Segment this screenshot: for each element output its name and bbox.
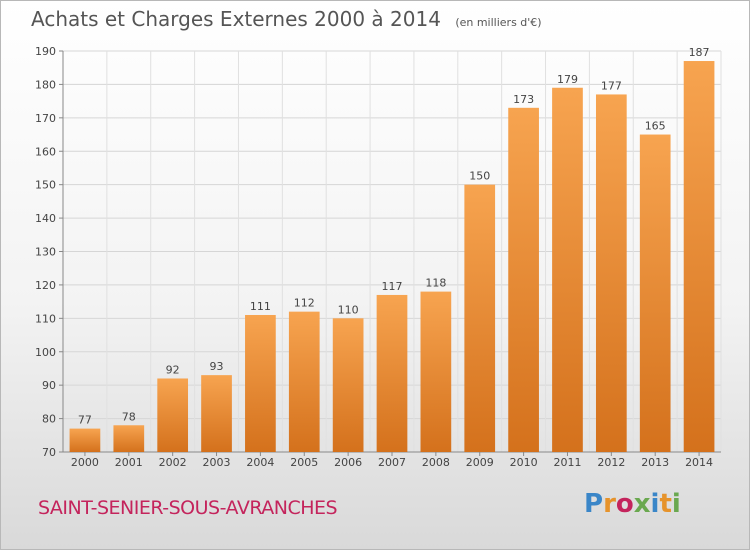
bar	[420, 291, 452, 452]
y-tick-label: 130	[35, 246, 56, 259]
bar	[69, 428, 101, 452]
y-tick-label: 160	[35, 145, 56, 158]
bar-value-label: 78	[122, 410, 136, 423]
bar	[683, 61, 715, 453]
logo-letter: x	[633, 489, 651, 519]
y-tick-label: 100	[35, 346, 56, 359]
logo-letter: o	[615, 489, 634, 519]
x-tick-label: 2001	[115, 456, 143, 469]
bar-value-label: 112	[294, 297, 315, 310]
bar	[245, 314, 276, 452]
y-tick-label: 110	[35, 312, 56, 325]
y-tick-label: 90	[42, 379, 56, 392]
x-tick-label: 2013	[641, 456, 669, 469]
bar	[508, 107, 539, 452]
logo-letter: i	[650, 489, 660, 519]
proxiti-logo[interactable]: Proxiti	[584, 489, 681, 519]
x-tick-label: 2009	[466, 456, 494, 469]
bar	[376, 294, 408, 452]
x-tick-label: 2007	[378, 456, 406, 469]
tick-labels: 70 80 90 100 110 120 130 140 150 160 170 180 190 2000…	[35, 45, 713, 469]
y-tick-label: 190	[35, 45, 56, 58]
bars	[69, 61, 715, 453]
logo-letter: P	[584, 489, 604, 519]
bar	[157, 378, 189, 452]
x-tick-label: 2011	[553, 456, 581, 469]
y-tick-label: 140	[35, 212, 56, 225]
bar-value-label: 118	[425, 277, 446, 290]
bar-value-label: 117	[382, 280, 403, 293]
x-tick-label: 2004	[246, 456, 274, 469]
data-labels: 77 78 92 93 111 112 110 117 118 150 173 179 177 165 18…	[78, 46, 710, 427]
x-tick-label: 2002	[159, 456, 187, 469]
location-name: SAINT-SENIER-SOUS-AVRANCHES	[38, 497, 338, 519]
bar-value-label: 173	[513, 93, 534, 106]
bar-value-label: 179	[557, 73, 578, 86]
bar-value-label: 187	[689, 46, 710, 59]
y-tick-label: 150	[35, 179, 56, 192]
bar	[552, 87, 583, 452]
bar	[332, 318, 364, 452]
y-tick-label: 70	[42, 446, 56, 459]
bar-value-label: 93	[210, 360, 224, 373]
logo-letter: t	[659, 489, 672, 519]
bar-value-label: 111	[250, 300, 271, 313]
x-tick-label: 2005	[290, 456, 318, 469]
y-tick-label: 80	[42, 413, 56, 426]
x-tick-label: 2010	[510, 456, 538, 469]
x-tick-label: 2014	[685, 456, 713, 469]
bar	[113, 425, 145, 452]
bar-value-label: 77	[78, 414, 92, 427]
x-tick-label: 2012	[597, 456, 625, 469]
chart-subtitle: (en milliers d'€)	[455, 16, 542, 29]
logo-letter: i	[671, 489, 681, 519]
chart-title-block: Achats et Charges Externes 2000 à 2014 (…	[31, 7, 542, 31]
chart-title: Achats et Charges Externes 2000 à 2014	[31, 7, 441, 31]
bar-value-label: 92	[166, 363, 180, 376]
y-tick-label: 170	[35, 112, 56, 125]
bar-value-label: 165	[645, 120, 666, 133]
x-tick-label: 2003	[203, 456, 231, 469]
y-tick-label: 120	[35, 279, 56, 292]
bar-value-label: 150	[469, 170, 490, 183]
bar-value-label: 110	[338, 303, 359, 316]
bar	[288, 311, 320, 452]
bar	[595, 94, 627, 453]
x-tick-label: 2000	[71, 456, 99, 469]
bar	[464, 184, 496, 452]
bar-value-label: 177	[601, 79, 622, 92]
y-tick-label: 180	[35, 78, 56, 91]
logo-letter: r	[603, 489, 616, 519]
bar	[201, 375, 232, 452]
bar	[639, 134, 671, 452]
x-tick-label: 2008	[422, 456, 450, 469]
x-tick-label: 2006	[334, 456, 362, 469]
